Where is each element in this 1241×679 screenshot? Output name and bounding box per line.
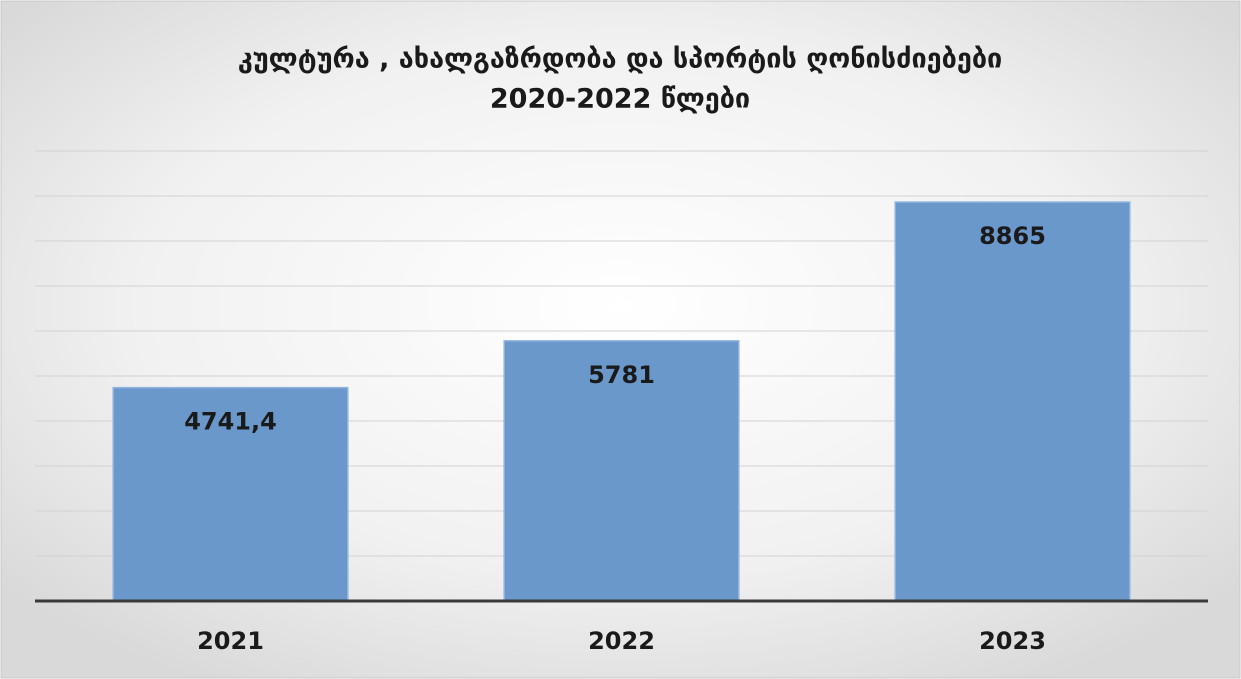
x-tick-label: 2023 xyxy=(979,627,1046,655)
x-tick-label: 2022 xyxy=(588,627,655,655)
data-label: 8865 xyxy=(979,222,1046,250)
data-label: 5781 xyxy=(588,361,655,389)
chart-title: 2020-2022 წლები xyxy=(490,84,750,115)
bar xyxy=(112,386,349,602)
bar xyxy=(894,201,1131,602)
x-tick-label: 2021 xyxy=(197,627,264,655)
bar xyxy=(503,340,740,602)
chart-title: კულტურა , ახალგაზრდობა და სპორტის ღონისძ… xyxy=(238,44,1003,75)
data-label: 4741,4 xyxy=(184,408,277,436)
